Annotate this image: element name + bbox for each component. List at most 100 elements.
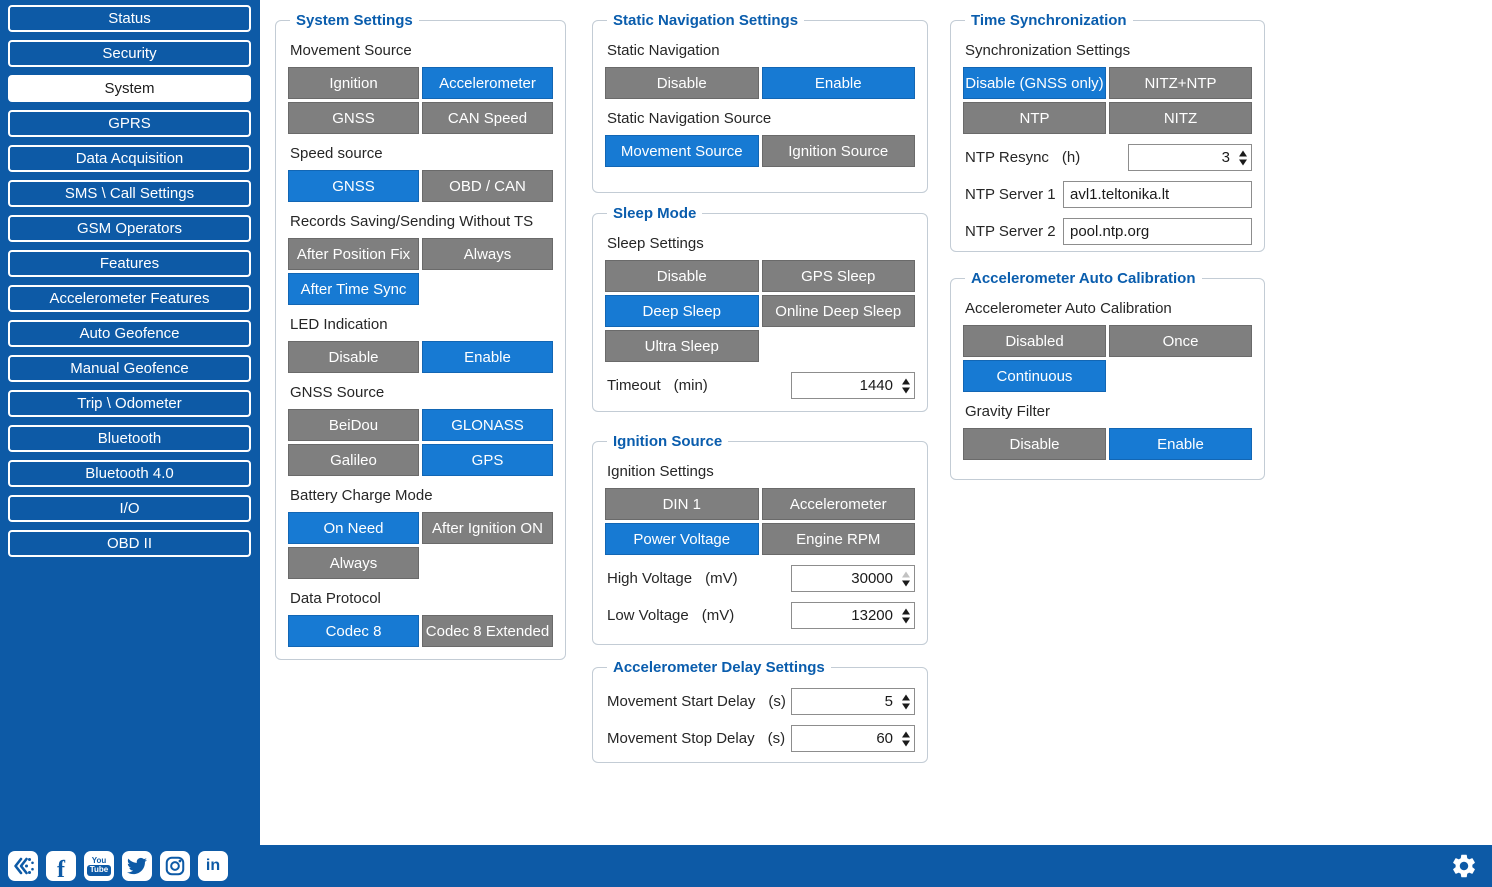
timeout-input[interactable] [792,373,914,398]
option-ignition-source[interactable]: Ignition Source [761,135,915,167]
collapse-sidebar-icon[interactable] [8,851,38,881]
option-ntp[interactable]: NTP [963,102,1106,134]
spinner-down-icon[interactable] [902,617,910,623]
settings-gear-icon[interactable] [1450,852,1478,880]
field-unit: (s) [768,693,786,710]
option-disable[interactable]: Disable [605,67,759,99]
option-gnss[interactable]: GNSS [288,102,419,134]
spinner-down-icon[interactable] [902,387,910,393]
linkedin-icon[interactable]: in [198,851,228,881]
field-label: Timeout [607,377,661,394]
sidebar-item-trip-odometer[interactable]: Trip \ Odometer [8,390,251,417]
sidebar-item-bluetooth-40[interactable]: Bluetooth 4.0 [8,460,251,487]
ntp-server-2-input[interactable] [1064,219,1251,244]
option-ultra-sleep[interactable]: Ultra Sleep [605,330,759,362]
ntp-resync-input[interactable] [1129,145,1251,170]
footer-bar: f You Tube in [0,845,1492,887]
panel-accelerometer-auto-calibration: Accelerometer Auto Calibration Accelerom… [950,270,1265,480]
spinner-up-icon[interactable] [902,571,910,577]
sidebar-item-obd-ii[interactable]: OBD II [8,530,251,557]
twitter-icon[interactable] [122,851,152,881]
panel-title: Time Synchronization [971,12,1127,29]
option-gps-sleep[interactable]: GPS Sleep [761,260,915,292]
option-always[interactable]: Always [288,547,419,579]
option-enable[interactable]: Enable [761,67,915,99]
sidebar-item-features[interactable]: Features [8,250,251,277]
sidebar-item-status[interactable]: Status [8,5,251,32]
movement-stop-delay-input[interactable] [792,726,914,751]
instagram-icon[interactable] [160,851,190,881]
sidebar-item-bluetooth[interactable]: Bluetooth [8,425,251,452]
spinner-up-icon[interactable] [902,694,910,700]
ntp-resync-input-box [1128,144,1252,171]
sidebar-item-data-acquisition[interactable]: Data Acquisition [8,145,251,172]
option-galileo[interactable]: Galileo [288,444,419,476]
option-disable[interactable]: Disable [963,428,1106,460]
option-on-need[interactable]: On Need [288,512,419,544]
option-once[interactable]: Once [1109,325,1252,357]
option-engine-rpm[interactable]: Engine RPM [761,523,915,555]
option-codec-8-extended[interactable]: Codec 8 Extended [422,615,553,647]
option-enable[interactable]: Enable [1109,428,1252,460]
option-glonass[interactable]: GLONASS [422,409,553,441]
spinner-up-icon[interactable] [902,608,910,614]
panel-accelerometer-delay: Accelerometer Delay Settings Movement St… [592,659,928,763]
option-deep-sleep[interactable]: Deep Sleep [605,295,759,327]
spinner-down-icon[interactable] [902,740,910,746]
option-ignition[interactable]: Ignition [288,67,419,99]
option-after-time-sync[interactable]: After Time Sync [288,273,419,305]
panel-title: Sleep Mode [613,205,697,222]
option-din-1[interactable]: DIN 1 [605,488,759,520]
spinner-up-icon[interactable] [902,378,910,384]
option-power-voltage[interactable]: Power Voltage [605,523,759,555]
sidebar-item-manual-geofence[interactable]: Manual Geofence [8,355,251,382]
field-unit: (mV) [701,607,735,624]
youtube-icon[interactable]: You Tube [84,851,114,881]
sidebar-item-system[interactable]: System [8,75,251,102]
spinner-up-icon[interactable] [1239,150,1247,156]
option-continuous[interactable]: Continuous [963,360,1106,392]
option-accelerometer[interactable]: Accelerometer [761,488,915,520]
option-nitz[interactable]: NITZ [1109,102,1252,134]
facebook-icon[interactable]: f [46,851,76,881]
sidebar-item-gprs[interactable]: GPRS [8,110,251,137]
sidebar-item-security[interactable]: Security [8,40,251,67]
sidebar-item-accelerometer-features[interactable]: Accelerometer Features [8,285,251,312]
spinner-down-icon[interactable] [902,580,910,586]
sidebar-item-io[interactable]: I/O [8,495,251,522]
sidebar-item-sms-call-settings[interactable]: SMS \ Call Settings [8,180,251,207]
option-nitz-ntp[interactable]: NITZ+NTP [1109,67,1252,99]
option-after-ignition-on[interactable]: After Ignition ON [422,512,553,544]
option-after-position-fix[interactable]: After Position Fix [288,238,419,270]
spinner-down-icon[interactable] [1239,159,1247,165]
option-disable-gnss-only[interactable]: Disable (GNSS only) [963,67,1106,99]
option-beidou[interactable]: BeiDou [288,409,419,441]
option-obd-can[interactable]: OBD / CAN [422,170,553,202]
field-row-high-voltage: High Voltage (mV) [605,565,915,592]
movement-start-delay-input[interactable] [792,689,914,714]
group-gnss-source: BeiDou GLONASS Galileo GPS [288,409,553,476]
option-accelerometer[interactable]: Accelerometer [422,67,553,99]
option-can-speed[interactable]: CAN Speed [422,102,553,134]
option-always[interactable]: Always [422,238,553,270]
option-codec-8[interactable]: Codec 8 [288,615,419,647]
option-disable[interactable]: Disable [288,341,419,373]
spinner-up-icon[interactable] [902,731,910,737]
option-gps[interactable]: GPS [422,444,553,476]
group-speed-source: GNSS OBD / CAN [288,170,553,202]
sidebar-item-auto-geofence[interactable]: Auto Geofence [8,320,251,347]
low-voltage-input[interactable] [792,603,914,628]
spinner-down-icon[interactable] [902,703,910,709]
sidebar-item-gsm-operators[interactable]: GSM Operators [8,215,251,242]
option-movement-source[interactable]: Movement Source [605,135,759,167]
group-synchronization-settings: Disable (GNSS only) NITZ+NTP NTP NITZ [963,67,1252,134]
ntp-server-1-input[interactable] [1064,182,1251,207]
option-disable[interactable]: Disable [605,260,759,292]
panel-static-navigation: Static Navigation Settings Static Naviga… [592,12,928,193]
group-battery-charge-mode: On Need After Ignition ON Always [288,512,553,579]
option-enable[interactable]: Enable [422,341,553,373]
high-voltage-input[interactable] [792,566,914,591]
option-online-deep-sleep[interactable]: Online Deep Sleep [761,295,915,327]
option-gnss[interactable]: GNSS [288,170,419,202]
option-disabled[interactable]: Disabled [963,325,1106,357]
